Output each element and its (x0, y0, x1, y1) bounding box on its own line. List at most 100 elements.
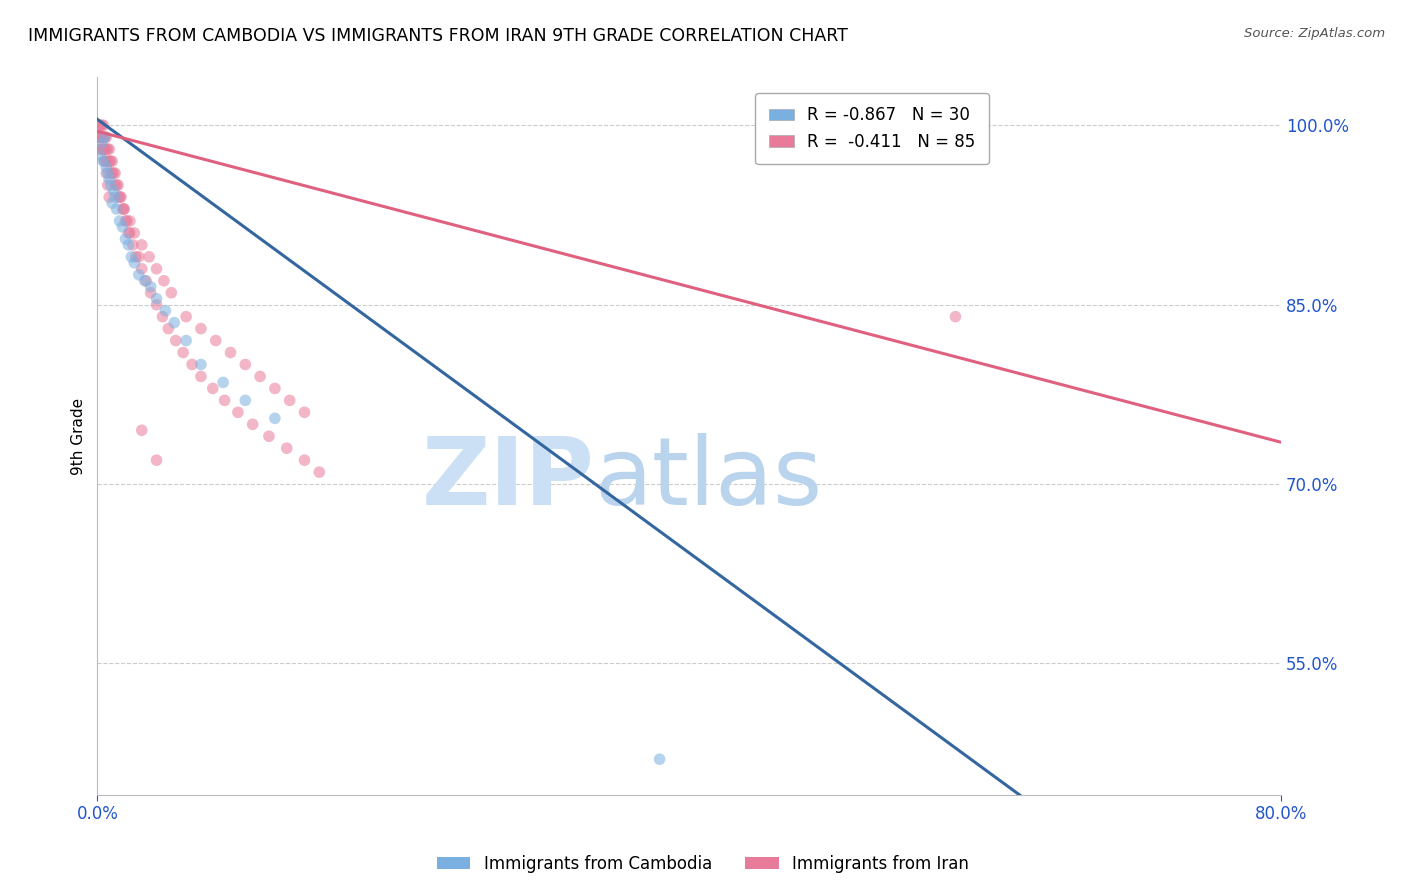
Point (145, 261, 167, 276)
Point (104, 178, 127, 192)
Point (87, 130, 110, 145)
Point (139, 279, 162, 293)
Point (100, 166, 122, 180)
Point (103, 166, 125, 180)
Point (101, 196, 124, 211)
Point (98, 190, 121, 204)
Point (145, 292, 167, 306)
Point (174, 334, 197, 348)
Point (190, 358, 212, 372)
Point (89, 148, 111, 162)
Point (124, 226, 146, 240)
Point (648, 752, 671, 766)
Point (104, 166, 127, 180)
Point (201, 381, 224, 395)
Point (107, 178, 129, 192)
Point (226, 405, 249, 419)
Legend: Immigrants from Cambodia, Immigrants from Iran: Immigrants from Cambodia, Immigrants fro… (430, 848, 976, 880)
Point (105, 178, 128, 192)
Point (90, 142, 112, 156)
Point (97, 178, 120, 192)
Point (108, 214, 131, 228)
Point (128, 250, 150, 264)
Point (91, 142, 114, 156)
Point (90, 130, 112, 145)
Point (155, 303, 177, 318)
Point (135, 274, 157, 288)
Point (134, 274, 156, 288)
Point (90, 136, 112, 151)
Point (181, 358, 204, 372)
Point (160, 285, 183, 300)
Point (97, 142, 120, 156)
Point (96, 166, 118, 180)
Point (145, 298, 167, 312)
Point (124, 256, 146, 270)
Point (294, 405, 316, 419)
Point (94, 142, 117, 156)
Point (118, 226, 141, 240)
Point (115, 214, 138, 228)
Point (90, 118, 112, 132)
Point (101, 154, 124, 169)
Point (103, 184, 125, 198)
Point (214, 393, 236, 408)
Point (105, 202, 128, 216)
Point (139, 285, 162, 300)
Point (204, 334, 226, 348)
Point (114, 232, 136, 246)
Point (97, 166, 120, 180)
Point (131, 423, 153, 437)
Point (100, 154, 122, 169)
Point (125, 250, 148, 264)
Text: atlas: atlas (595, 434, 823, 525)
Point (104, 190, 127, 204)
Text: ZIP: ZIP (422, 434, 595, 525)
Point (87, 118, 110, 132)
Point (98, 142, 121, 156)
Point (91, 118, 114, 132)
Point (110, 190, 132, 204)
Point (117, 238, 139, 252)
Point (108, 190, 131, 204)
Point (112, 202, 135, 216)
Point (249, 369, 271, 384)
Point (121, 238, 143, 252)
Point (190, 321, 212, 335)
Point (98, 172, 121, 186)
Point (264, 411, 287, 425)
Point (94, 154, 117, 169)
Point (294, 453, 316, 467)
Point (118, 214, 141, 228)
Point (308, 465, 330, 479)
Point (242, 417, 264, 432)
Point (174, 310, 197, 324)
Point (89, 142, 111, 156)
Point (101, 166, 124, 180)
Point (212, 376, 235, 390)
Point (100, 178, 122, 192)
Point (131, 238, 153, 252)
Text: Source: ZipAtlas.com: Source: ZipAtlas.com (1244, 27, 1385, 40)
Point (145, 453, 167, 467)
Point (91, 142, 114, 156)
Point (219, 345, 242, 359)
Point (163, 316, 186, 330)
Point (111, 202, 134, 216)
Point (128, 268, 150, 282)
Point (117, 226, 139, 240)
Point (138, 250, 160, 264)
Point (91, 130, 114, 145)
Point (112, 202, 135, 216)
Point (111, 219, 134, 234)
Point (945, 310, 967, 324)
Point (98, 154, 121, 169)
Point (233, 393, 256, 408)
Point (190, 369, 212, 384)
Y-axis label: 9th Grade: 9th Grade (72, 398, 86, 475)
Point (94, 130, 117, 145)
Point (172, 345, 194, 359)
Point (114, 214, 136, 228)
Point (91, 154, 114, 169)
Point (257, 429, 280, 443)
